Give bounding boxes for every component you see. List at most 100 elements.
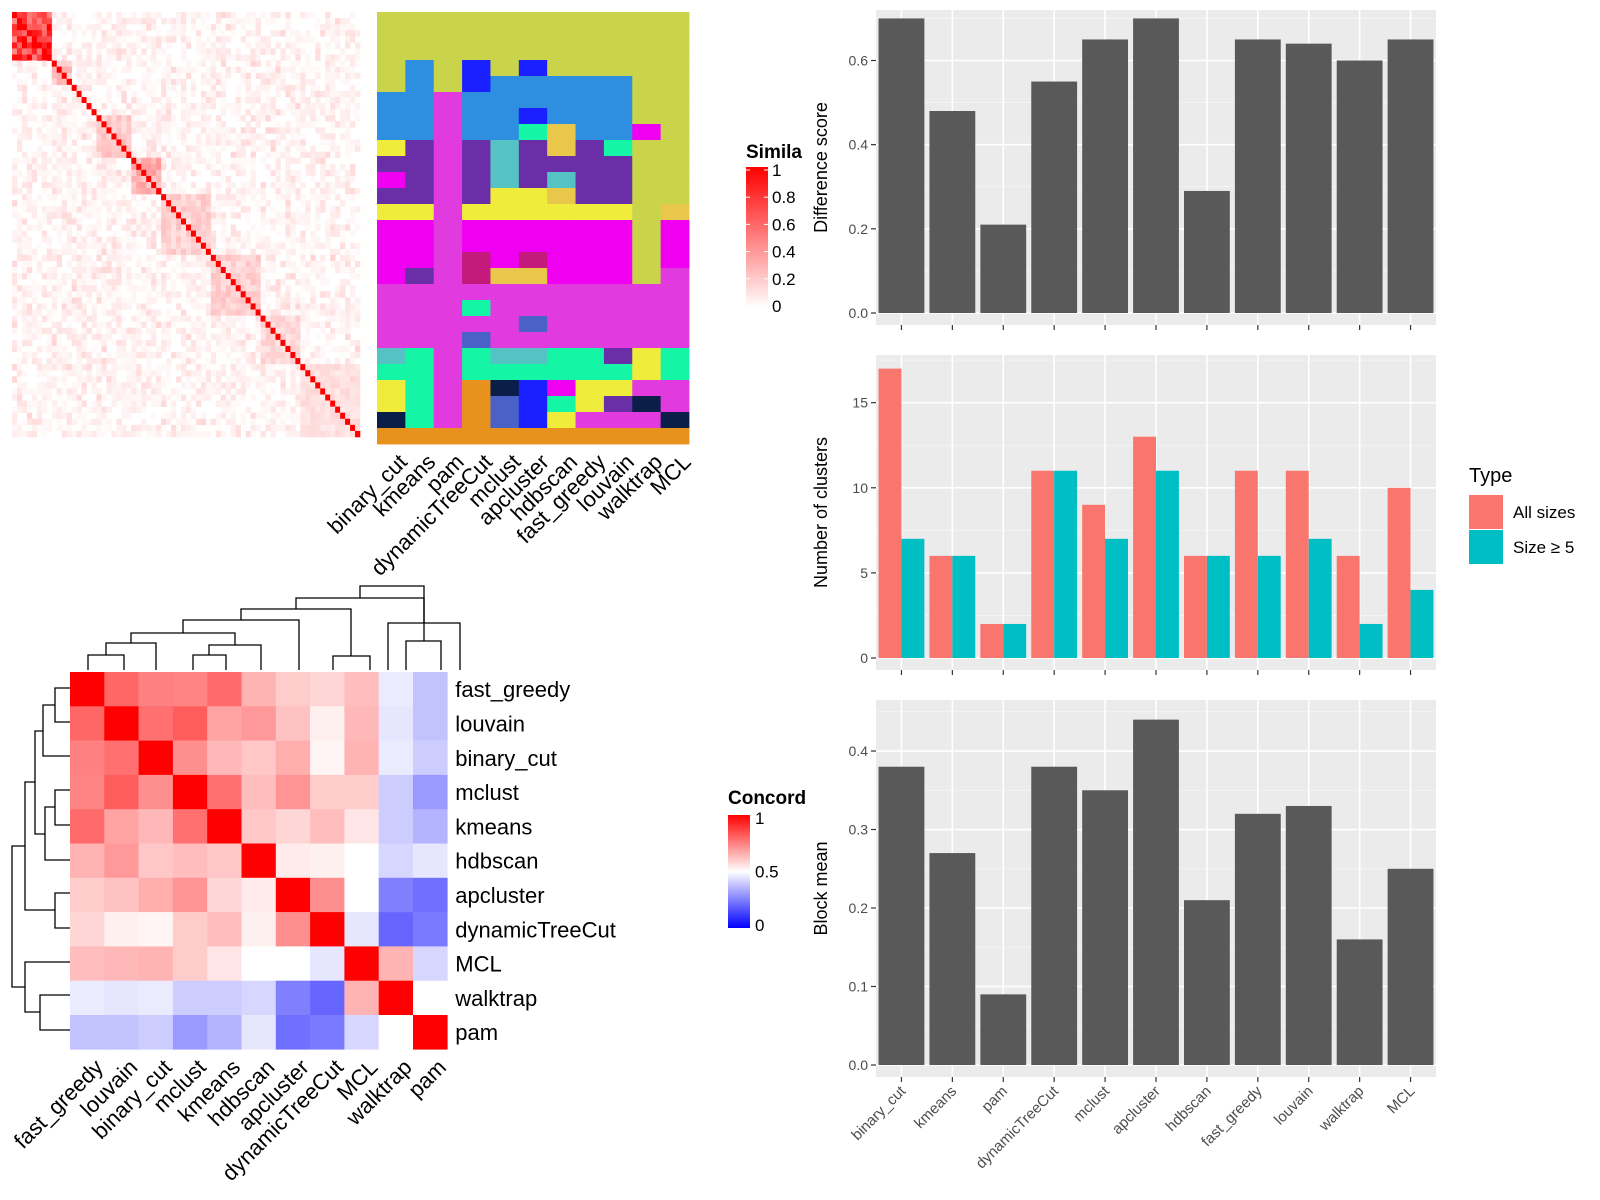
similarity-cell — [16, 273, 23, 280]
similarity-cell — [205, 133, 212, 140]
similarity-cell — [350, 339, 356, 347]
similarity-cell — [250, 291, 256, 298]
membership-cell — [462, 220, 491, 237]
similarity-cell — [325, 24, 331, 31]
similarity-cell — [91, 200, 97, 207]
similarity-cell — [330, 230, 336, 237]
similarity-cell — [136, 54, 142, 61]
similarity-cell — [51, 78, 58, 86]
similarity-cell — [260, 412, 266, 420]
similarity-cell — [101, 30, 107, 37]
similarity-cell — [220, 333, 227, 341]
similarity-cell — [181, 424, 187, 432]
similarity-cell — [190, 109, 197, 116]
similarity-cell — [280, 352, 286, 359]
similarity-cell — [250, 430, 256, 438]
similarity-cell — [12, 175, 18, 183]
concordance-row-label-walktrap: walktrap — [454, 986, 537, 1011]
similarity-cell — [176, 18, 182, 25]
similarity-cell — [280, 66, 286, 74]
similarity-cell — [101, 358, 107, 365]
similarity-cell — [16, 400, 23, 407]
similarity-cell — [265, 42, 271, 49]
similarity-cell — [300, 84, 306, 92]
similarity-cell — [275, 12, 281, 19]
similarity-cell — [315, 267, 321, 274]
similarity-cell — [210, 200, 217, 207]
similarity-cell — [195, 345, 202, 353]
similarity-cell — [126, 370, 132, 377]
similarity-cell — [285, 175, 291, 183]
similarity-cell — [355, 248, 361, 256]
membership-cell — [575, 92, 605, 109]
similarity-cell — [240, 254, 246, 262]
similarity-cell — [51, 103, 58, 110]
x-tick-label-louvain: louvain — [1271, 1083, 1317, 1129]
similarity-cell — [61, 42, 67, 49]
membership-cell — [660, 124, 690, 141]
similarity-cell — [240, 260, 246, 268]
similarity-cell — [56, 358, 63, 365]
similarity-cell — [325, 358, 331, 365]
similarity-cell — [240, 24, 246, 31]
similarity-cell — [270, 206, 276, 213]
similarity-cell — [91, 103, 97, 110]
bar-kmeans — [929, 853, 976, 1065]
similarity-cell — [240, 145, 246, 152]
similarity-cell — [270, 182, 276, 189]
similarity-cell — [350, 230, 356, 237]
membership-cell — [377, 284, 406, 301]
similarity-cell — [350, 145, 356, 152]
similarity-cell — [21, 182, 28, 189]
similarity-cell — [350, 36, 356, 43]
similarity-cell — [325, 30, 331, 37]
similarity-cell — [290, 224, 296, 231]
similarity-cell — [245, 182, 251, 189]
similarity-cell — [12, 48, 18, 55]
membership-cell — [632, 316, 662, 333]
similarity-cell — [111, 42, 117, 49]
similarity-cell — [330, 424, 336, 432]
similarity-cell — [26, 18, 33, 25]
similarity-cell — [41, 12, 48, 19]
similarity-cell — [215, 169, 222, 177]
similarity-cell — [12, 212, 18, 219]
similarity-cell — [121, 260, 127, 268]
similarity-cell — [295, 412, 301, 420]
similarity-cell — [275, 194, 281, 201]
similarity-cell — [230, 412, 237, 420]
similarity-cell — [350, 315, 356, 322]
similarity-cell — [106, 285, 112, 292]
similarity-cell — [46, 182, 53, 189]
membership-cell — [660, 76, 690, 93]
similarity-cell — [71, 12, 77, 19]
membership-cell — [377, 124, 406, 141]
similarity-cell — [41, 133, 48, 140]
similarity-cell — [190, 18, 197, 25]
similarity-cell — [340, 424, 346, 432]
similarity-cell — [215, 78, 222, 86]
concordance-cell — [241, 946, 277, 981]
similarity-cell — [335, 230, 341, 237]
similarity-cell — [126, 406, 132, 414]
similarity-cell — [345, 90, 351, 98]
similarity-cell — [76, 254, 82, 262]
similarity-cell — [121, 248, 127, 256]
similarity-cell — [355, 412, 361, 420]
similarity-cell — [345, 72, 351, 80]
similarity-cell — [71, 327, 77, 335]
bar-dynamictreecut — [1031, 766, 1078, 1065]
similarity-cell — [315, 418, 321, 426]
similarity-cell — [136, 60, 142, 67]
similarity-cell — [91, 406, 97, 414]
membership-cell — [547, 188, 576, 205]
similarity-cell — [200, 376, 207, 383]
similarity-cell — [240, 418, 246, 426]
similarity-cell — [245, 285, 251, 292]
similarity-cell — [121, 315, 127, 322]
similarity-cell — [325, 370, 331, 377]
similarity-cell — [265, 406, 271, 414]
similarity-cell — [255, 412, 261, 420]
membership-cell — [433, 396, 463, 413]
similarity-cell — [51, 333, 58, 341]
